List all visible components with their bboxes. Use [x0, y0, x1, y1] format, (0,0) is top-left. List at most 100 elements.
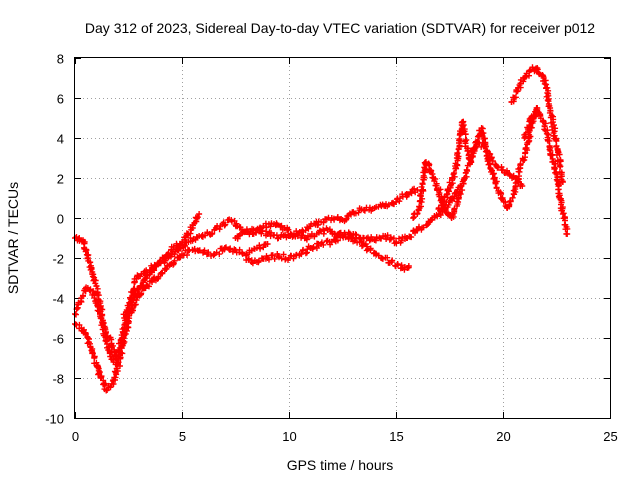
data-point-segment — [140, 267, 151, 277]
data-point-segment — [546, 107, 560, 150]
data-point-segment — [415, 222, 430, 233]
data-point-segment — [189, 214, 201, 229]
data-point-segment — [560, 210, 571, 237]
y-tick-label: -6 — [52, 332, 64, 347]
data-point-segment — [89, 271, 99, 287]
data-point-segment — [298, 243, 312, 258]
data-point — [196, 211, 203, 217]
series-track — [508, 64, 566, 185]
data-point-segment — [455, 176, 467, 202]
data-point-segment — [410, 206, 422, 221]
data-point-segment — [272, 220, 286, 233]
y-tick-label: -4 — [52, 292, 64, 307]
series-track — [72, 284, 123, 369]
data-point-segment — [243, 245, 258, 258]
series-track — [232, 185, 421, 242]
data-point-segment — [73, 298, 85, 318]
data-point — [393, 199, 399, 205]
data-point — [414, 187, 421, 193]
series-track — [72, 241, 271, 394]
y-tick-label: -10 — [45, 412, 64, 427]
data-point — [221, 245, 228, 251]
data-point-segment — [429, 174, 441, 194]
data-point-segment — [91, 354, 105, 380]
data-point-segment — [425, 212, 441, 226]
data-point-segment — [303, 231, 318, 243]
y-tick-label: 2 — [57, 172, 64, 187]
data-point — [264, 241, 271, 247]
x-tick-label: 15 — [389, 429, 403, 444]
y-tick-label: -8 — [52, 372, 64, 387]
data-point-segment — [491, 174, 505, 198]
data-point-segment — [91, 292, 104, 320]
data-point-segment — [245, 255, 258, 267]
data-point — [131, 291, 138, 297]
data-point — [410, 215, 417, 221]
plot-frame — [74, 57, 611, 419]
series-track — [243, 183, 464, 267]
data-point-segment — [508, 86, 521, 105]
data-point-segment — [540, 77, 553, 110]
data-point-segment — [510, 165, 524, 195]
data-point-segment — [228, 217, 244, 231]
y-tick-label: -2 — [52, 252, 64, 267]
data-point-segment — [81, 238, 92, 259]
data-points — [72, 64, 571, 394]
data-point-segment — [461, 156, 475, 181]
y-axis-label: SDTVAR / TECUs — [5, 182, 21, 294]
data-point-segment — [245, 225, 259, 236]
data-point-segment — [150, 273, 162, 284]
data-point-segment — [84, 336, 98, 360]
data-point — [559, 179, 566, 185]
data-point-segment — [478, 125, 491, 162]
data-point — [405, 263, 412, 269]
data-point-segment — [320, 214, 334, 226]
data-point-segment — [351, 205, 365, 217]
x-tick-label: 0 — [72, 429, 79, 444]
series-track — [435, 106, 541, 212]
data-point-segment — [363, 234, 376, 244]
data-point — [553, 171, 560, 177]
data-point-segment — [131, 272, 144, 282]
series-track — [521, 105, 571, 237]
x-tick-label: 5 — [179, 429, 186, 444]
data-point-segment — [86, 286, 97, 298]
axis-ticks: 0 5 10 15 20 25 -10 -8 -6 -4 -2 0 2 4 6 8 — [45, 52, 618, 445]
data-point-segment — [435, 191, 451, 212]
data-point-segment — [315, 225, 330, 237]
data-point-segment — [276, 251, 291, 263]
data-point-segment — [484, 156, 497, 182]
y-tick-label: 0 — [57, 212, 64, 227]
data-point-segment — [367, 245, 382, 259]
data-point-segment — [254, 225, 269, 239]
chart-title: Day 312 of 2023, Sidereal Day-to-day VTE… — [85, 20, 595, 36]
data-point-segment — [255, 253, 270, 266]
data-point — [442, 207, 449, 213]
x-tick-label: 25 — [603, 429, 617, 444]
data-point-segment — [393, 233, 409, 247]
data-point-segment — [341, 229, 354, 240]
y-tick-label: 6 — [57, 92, 64, 107]
data-point-segment — [361, 204, 376, 214]
y-tick-label: 8 — [57, 52, 64, 67]
data-point-segment — [379, 254, 393, 266]
data-point — [519, 183, 526, 189]
data-point-segment — [553, 145, 566, 185]
data-point-segment — [84, 255, 96, 275]
data-point — [84, 335, 91, 341]
x-tick-label: 10 — [282, 429, 296, 444]
data-point-segment — [142, 263, 159, 282]
x-tick-label: 20 — [496, 429, 510, 444]
data-point-segment — [266, 251, 281, 263]
data-point-segment — [416, 159, 429, 210]
data-point-segment — [187, 234, 201, 245]
data-point-segment — [422, 160, 435, 176]
data-point-segment — [223, 244, 238, 255]
data-point-segment — [207, 223, 223, 238]
data-point — [564, 231, 571, 237]
data-point-segment — [404, 185, 419, 198]
data-point-segment — [553, 174, 566, 214]
x-axis-label: GPS time / hours — [287, 457, 394, 473]
data-point-segment — [507, 172, 517, 181]
